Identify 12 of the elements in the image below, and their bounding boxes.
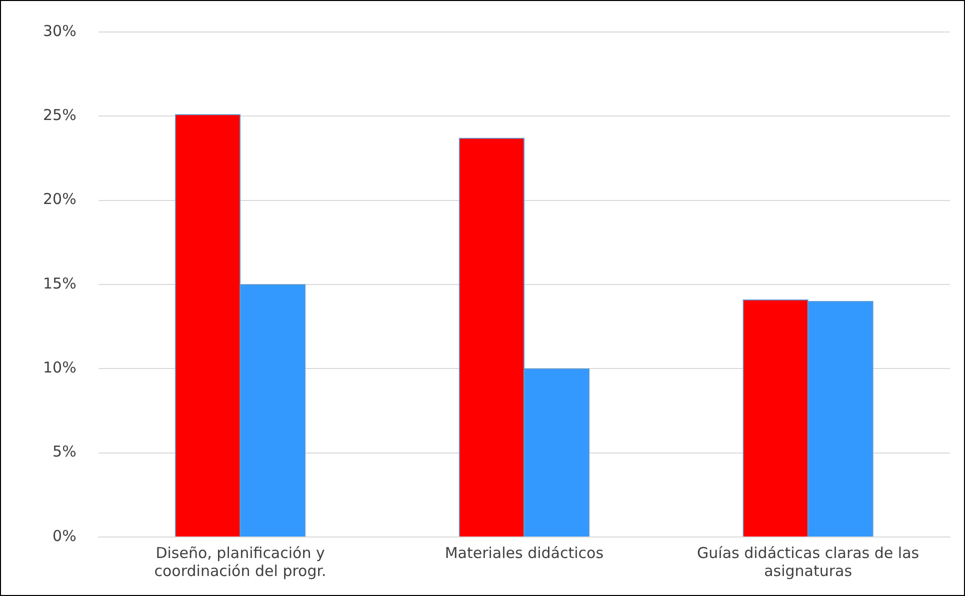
category-label: Diseño, planificación y xyxy=(156,544,325,562)
category-label: asignaturas xyxy=(764,562,852,580)
y-tick-label: 30% xyxy=(42,22,76,40)
x-tick-label: Materiales didácticos xyxy=(444,544,604,562)
y-tick-label: 5% xyxy=(52,442,76,461)
y-tick-label: 15% xyxy=(42,274,76,292)
category-label: Guías didácticas claras de las xyxy=(697,544,920,562)
category-label: coordinación del progr. xyxy=(154,562,326,580)
y-tick-label: 0% xyxy=(52,526,76,545)
y-tick-label: 10% xyxy=(42,358,76,377)
y-tick-label: 20% xyxy=(42,190,76,208)
y-tick-label: 25% xyxy=(42,106,76,124)
